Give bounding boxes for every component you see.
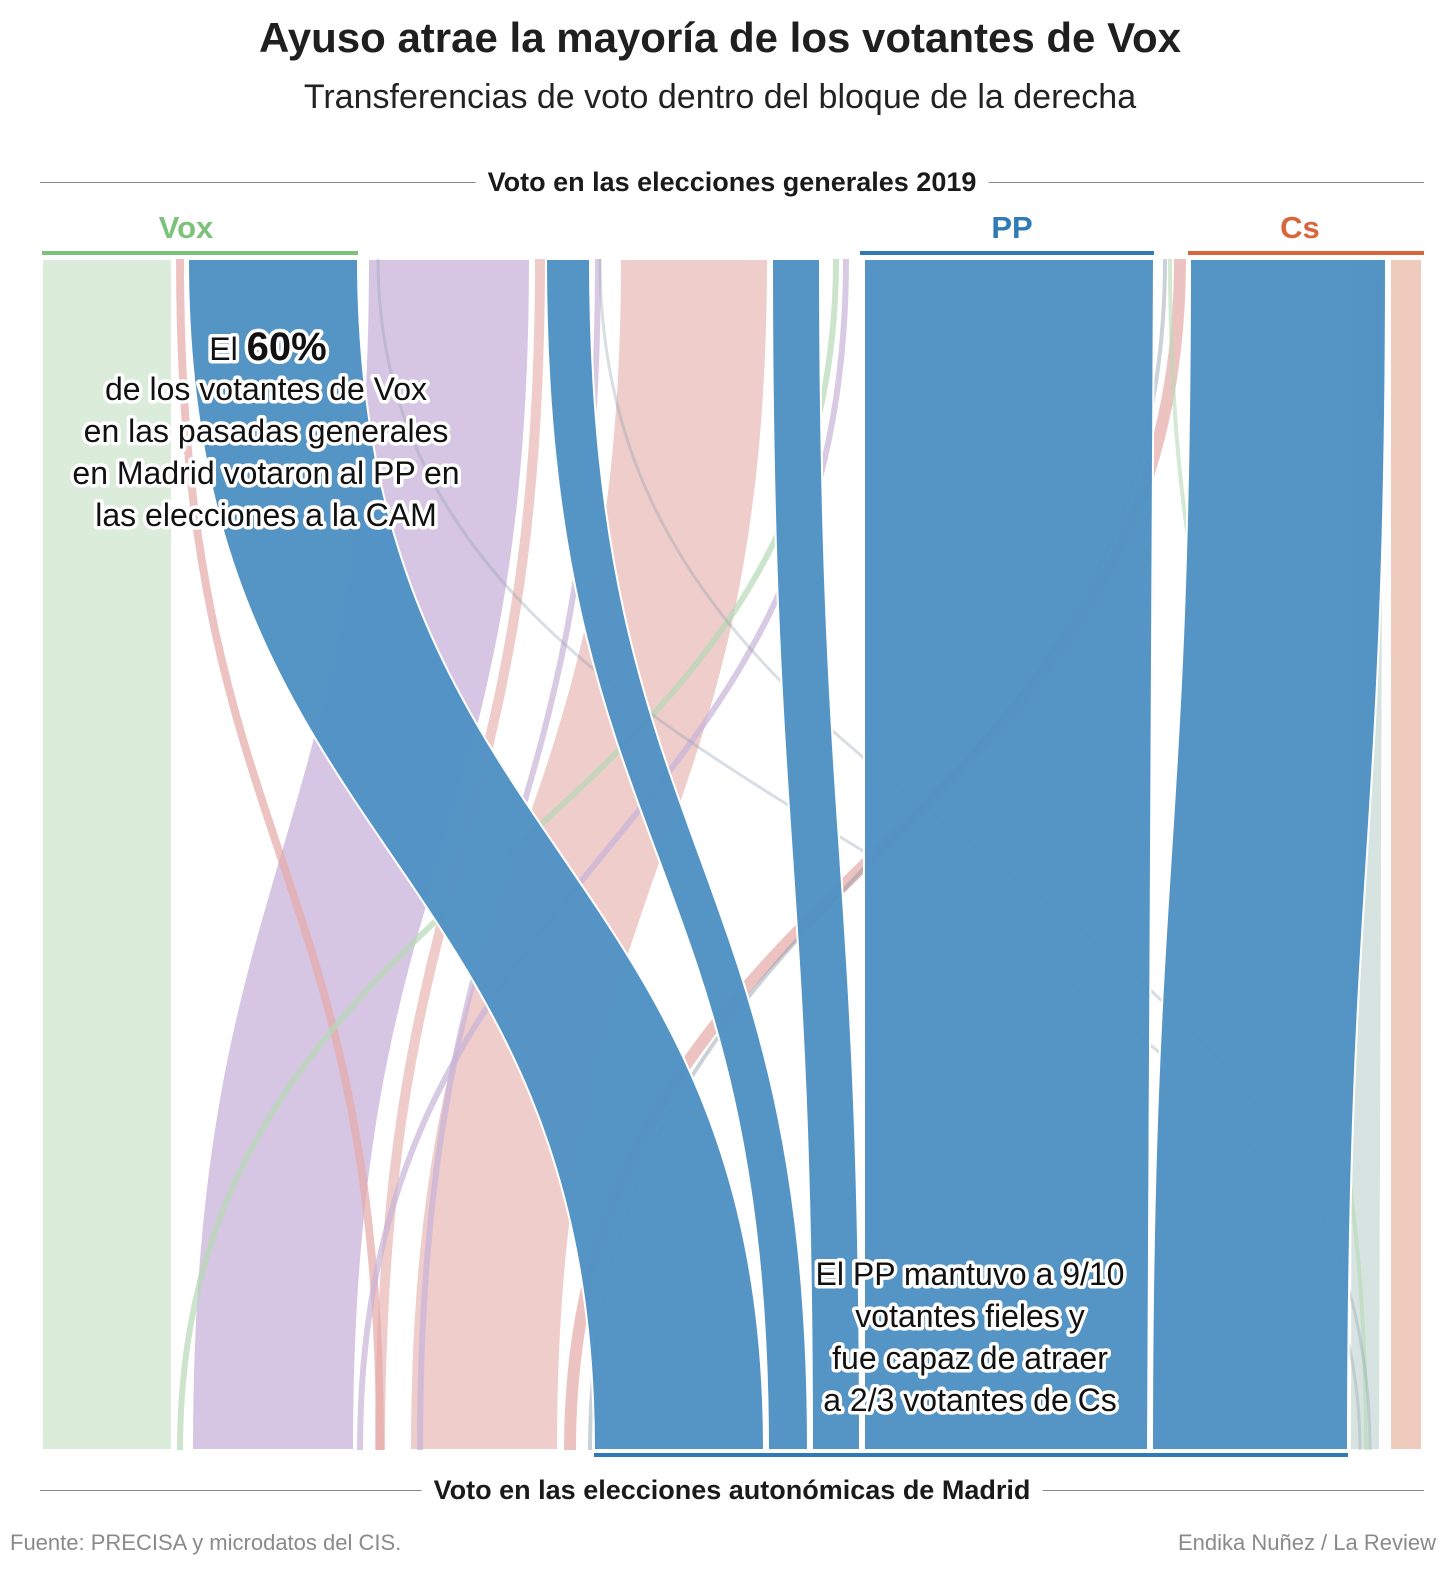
annotation-pp-line: El PP mantuvo a 9/10 <box>816 1256 1125 1292</box>
flow-pp-to-pp-b <box>770 258 862 1451</box>
flow-vox-to-psoe-thin <box>176 258 384 1451</box>
annotation-vox-line: en Madrid votaron al PP en <box>72 455 459 491</box>
annotation-pp-line: a 2/3 votantes de Cs <box>823 1382 1117 1418</box>
flow-cs-to-cs <box>1388 258 1424 1451</box>
annotation-vox-percent: 60% <box>247 325 327 369</box>
flow-cs-to-pp <box>1150 258 1388 1451</box>
node-bar-cs <box>1188 251 1424 255</box>
chart-subtitle: Transferencias de voto dentro del bloque… <box>303 78 1137 116</box>
node-label-cs: Cs <box>1280 210 1320 245</box>
annotation-pp-line: fue capaz de atraer <box>832 1340 1108 1376</box>
annotation-vox-line: las elecciones a la CAM <box>95 497 436 533</box>
annotation-vox-prefix: El <box>209 331 246 367</box>
annotation-vox-headline: El 60% <box>209 325 326 369</box>
chart-title: Ayuso atrae la mayoría de los votantes d… <box>258 14 1181 61</box>
flow-pp-to-pp-main <box>862 258 1156 1451</box>
annotation-vox-line: de los votantes de Vox <box>105 371 427 407</box>
node-bar-vox <box>42 251 358 255</box>
credit-note: Endika Nuñez / La Review <box>1177 1530 1436 1555</box>
top-axis: Voto en las elecciones generales 2019 <box>40 162 1424 202</box>
bottom-axis-label: Voto en las elecciones autonómicas de Ma… <box>421 1470 1043 1510</box>
node-label-vox: Vox <box>159 210 214 245</box>
flow-vox-to-vox <box>40 258 174 1451</box>
flow-pp-to-pp-a <box>544 258 810 1451</box>
node-label-pp: PP <box>991 210 1032 245</box>
flow-pp-to-psoe <box>408 258 770 1451</box>
node-bar-pp <box>860 251 1154 255</box>
source-note: Fuente: PRECISA y microdatos del CIS. <box>10 1530 402 1555</box>
annotation-vox-line: en las pasadas generales <box>84 413 449 449</box>
top-axis-label: Voto en las elecciones generales 2019 <box>475 162 989 202</box>
node-bar-pp-bottom <box>594 1453 1348 1457</box>
flow-vox-to-pp <box>186 258 766 1451</box>
annotation-pp-line: votantes fieles y <box>855 1298 1084 1334</box>
bottom-axis: Voto en las elecciones autonómicas de Ma… <box>40 1470 1424 1510</box>
